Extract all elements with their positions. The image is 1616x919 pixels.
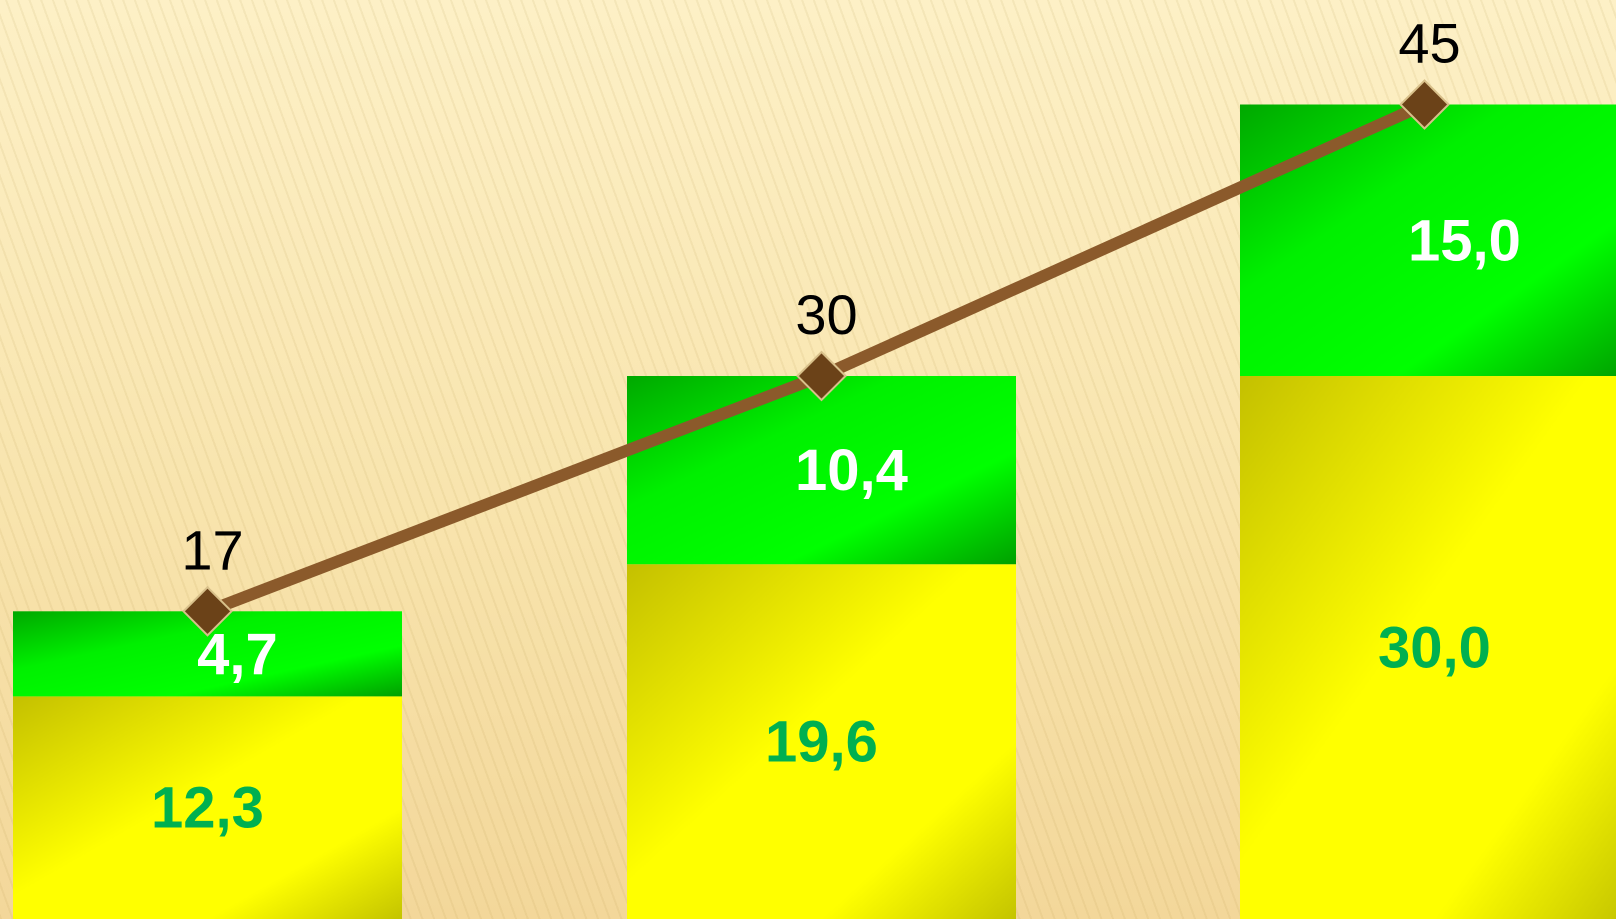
line-value-label-1: 17 (181, 518, 243, 581)
line-layer (182, 79, 1450, 637)
bar-segment-1-2 (627, 564, 1016, 919)
bar-segment-1-1 (13, 696, 402, 919)
data-label-series-1-bar-1: 12,3 (151, 776, 264, 841)
line-marker-1 (182, 585, 233, 637)
line-value-label-3: 45 (1398, 12, 1460, 75)
labels-layer: 12,3 4,7 19,6 10,4 30,0 15,0 17 30 45 (151, 12, 1521, 841)
data-label-series-2-bar-2: 10,4 (795, 438, 908, 503)
data-label-series-2-bar-3: 15,0 (1408, 208, 1521, 273)
line-marker-2 (796, 350, 847, 402)
bars-layer (13, 104, 1616, 919)
data-label-series-1-bar-3: 30,0 (1378, 616, 1491, 681)
bar-segment-1-3 (1240, 376, 1616, 919)
line-marker-3 (1399, 79, 1450, 130)
bar-segment-2-3 (1240, 104, 1616, 376)
line-value-label-2: 30 (795, 283, 857, 346)
data-label-series-2-bar-1: 4,7 (197, 622, 278, 687)
data-label-series-1-bar-2: 19,6 (765, 710, 878, 775)
bar-segment-2-2 (627, 376, 1016, 565)
